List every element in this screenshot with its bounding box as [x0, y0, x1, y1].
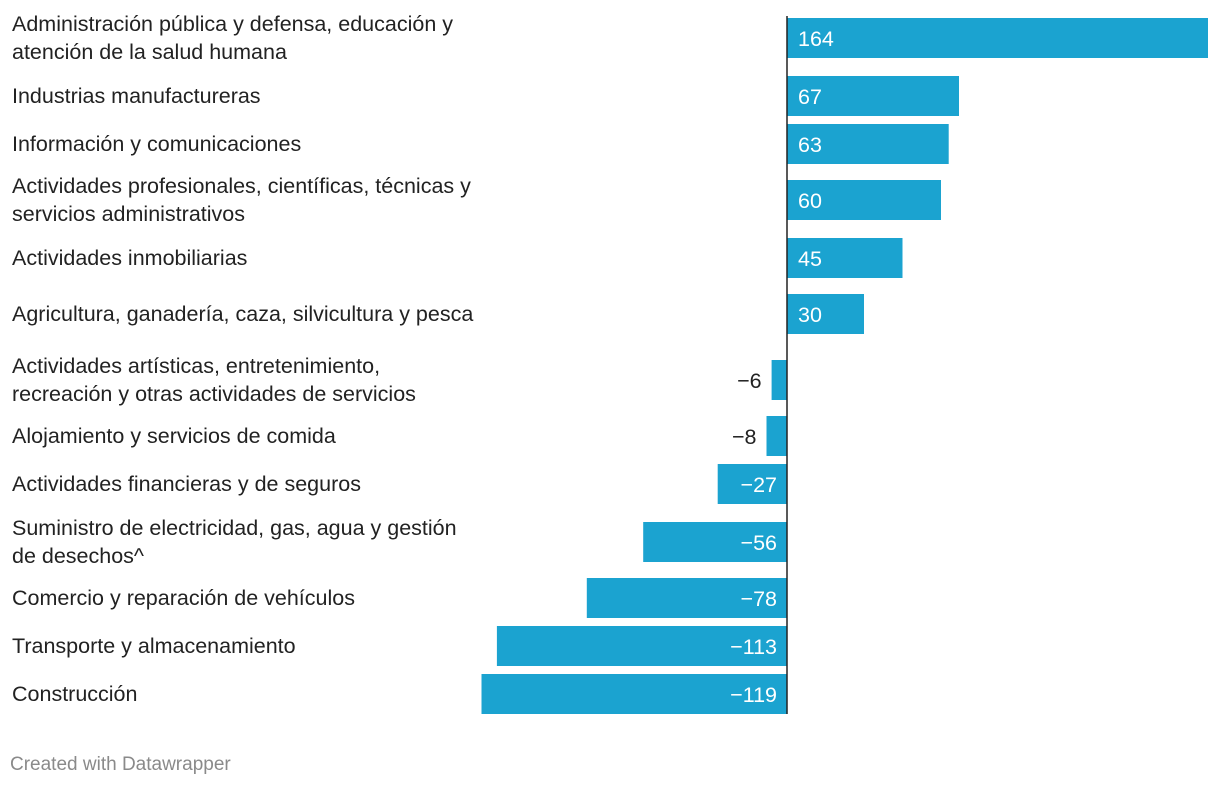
- bar-value-label: 63: [798, 133, 822, 157]
- bar-value-label: −27: [741, 473, 777, 497]
- bar: [787, 294, 864, 334]
- bar: [717, 464, 787, 504]
- bar-value-label: 67: [798, 85, 822, 109]
- bar: [643, 522, 787, 562]
- bar: [496, 626, 787, 666]
- bar: [481, 674, 787, 714]
- category-label: Actividades artísticas, entretenimiento,…: [12, 354, 416, 406]
- category-label: Agricultura, ganadería, caza, silvicultu…: [12, 302, 474, 326]
- bar-value-label: −113: [730, 635, 777, 659]
- bar: [787, 180, 941, 220]
- bar: [766, 416, 787, 456]
- category-label: Suministro de electricidad, gas, agua y …: [12, 516, 457, 568]
- bar-value-label: 164: [798, 27, 834, 51]
- category-label: Construcción: [12, 682, 138, 706]
- category-label: Actividades inmobiliarias: [12, 246, 248, 270]
- category-label: Actividades financieras y de seguros: [12, 472, 361, 496]
- category-label: Actividades profesionales, científicas, …: [12, 174, 471, 226]
- category-label: Industrias manufactureras: [12, 84, 261, 108]
- chart-svg: 164 67 63 60 45 30 −6 −8 −27 −56 −78 −113 −119: [481, 16, 1208, 714]
- bar-value-label: −8: [732, 425, 757, 449]
- bar: [586, 578, 787, 618]
- category-label: Información y comunicaciones: [12, 132, 302, 156]
- bar: [771, 360, 787, 400]
- bar-value-label: −78: [741, 587, 778, 611]
- bar-value-label: 60: [798, 189, 822, 213]
- category-label: Administración pública y defensa, educac…: [12, 12, 454, 64]
- category-label: Alojamiento y servicios de comida: [12, 424, 336, 448]
- bar-value-label: −6: [737, 369, 762, 393]
- bar-chart: 164 67 63 60 45 30 −6 −8 −27 −56 −78 −113 −119 Admin…: [12, 12, 1208, 714]
- category-label: Transporte y almacenamiento: [12, 634, 296, 658]
- bar: [787, 76, 959, 116]
- bar-value-label: 30: [798, 303, 822, 327]
- bar-value-label: 45: [798, 247, 822, 271]
- bar: [787, 238, 903, 278]
- bar: [787, 124, 949, 164]
- bar-value-label: −56: [741, 531, 778, 555]
- bar-value-label: −119: [730, 683, 777, 707]
- category-label: Comercio y reparación de vehículos: [12, 586, 355, 610]
- bar: [787, 18, 1208, 58]
- datawrapper-credit[interactable]: Created with Datawrapper: [10, 754, 231, 775]
